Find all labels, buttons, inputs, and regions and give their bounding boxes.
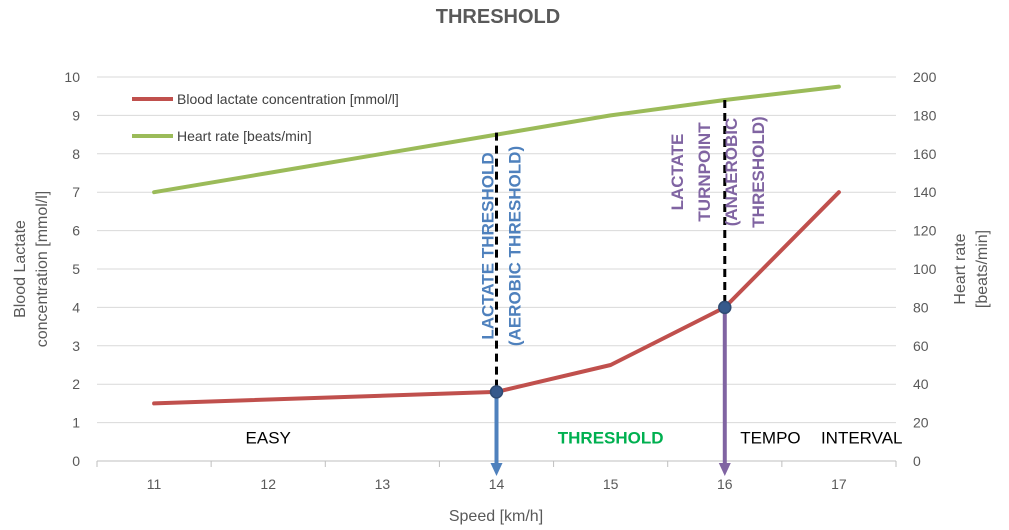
y-right-axis-label: Heart rate [beats/min]	[952, 230, 991, 308]
y-right-tick-140: 140	[913, 184, 937, 200]
x-tick-14: 14	[489, 476, 505, 492]
lactate-threshold-marker	[489, 385, 504, 399]
lactate-threshold-label: LACTATE THRESHOLD (AEROBIC THRESHOLD)	[479, 146, 525, 346]
blood-lactate-point-15	[609, 363, 613, 367]
y-right-tick-180: 180	[913, 107, 937, 123]
threshold-markers: LACTATE THRESHOLD (AEROBIC THRESHOLD) LACT…	[479, 100, 768, 476]
y-left-tick-8: 8	[72, 146, 80, 162]
y-right-tick-20: 20	[913, 415, 929, 431]
zone-label-easy: EASY	[246, 429, 291, 448]
y-axis-right: 0 20 40 60 80 100 120 140 160 180 200 Heart rate [be…	[913, 69, 991, 469]
lactate-threshold-arrow-head	[490, 463, 503, 476]
lactate-turnpoint-label: LACTATE TURNPOINT (ANAEROBIC THRESHOLD)	[668, 116, 768, 227]
legend-label-blood-lactate: Blood lactate concentration [mmol/l]	[177, 91, 399, 107]
lactate-turnpoint-marker	[718, 300, 732, 315]
heart-rate-point-12	[266, 171, 270, 175]
y-left-axis-label-line-1: Blood Lactate	[12, 220, 29, 318]
lactate-threshold-label-line-1: LACTATE THRESHOLD	[479, 152, 498, 339]
blood-lactate-point-11	[152, 401, 156, 405]
heart-rate-point-17	[837, 85, 841, 89]
zone-label-interval: INTERVAL	[821, 429, 903, 448]
heart-rate-point-11	[152, 190, 156, 194]
chart-title: THRESHOLD	[436, 6, 560, 28]
x-tick-13: 13	[375, 476, 391, 492]
y-right-axis-label-line-1: Heart rate	[952, 233, 969, 304]
y-left-tick-6: 6	[72, 223, 80, 239]
y-left-tick-7: 7	[72, 184, 80, 200]
y-left-tick-0: 0	[72, 453, 80, 469]
lactate-turnpoint-label-line-4: THRESHOLD)	[749, 116, 768, 227]
y-left-tick-4: 4	[72, 299, 80, 315]
x-axis: 11 12 13 14 15 16 17	[96, 460, 897, 492]
lactate-turnpoint-label-line-2: TURNPOINT	[695, 122, 714, 222]
y-right-tick-0: 0	[913, 453, 921, 469]
lactate-turnpoint-arrow-head	[718, 463, 731, 476]
y-axis-left: 0 1 2 3 4 5 6 7 8 9 10 Blood Lactate concentration […	[12, 69, 80, 469]
lactate-turnpoint-label-line-3: (ANAEROBIC	[722, 118, 741, 227]
lactate-turnpoint-label-line-1: LACTATE	[668, 134, 687, 211]
x-tick-12: 12	[260, 476, 276, 492]
y-right-tick-160: 160	[913, 146, 937, 162]
y-left-axis-label-line-2: concentration [mmol/l]	[34, 191, 51, 348]
legend-label-heart-rate: Heart rate [beats/min]	[177, 128, 312, 144]
y-left-tick-9: 9	[72, 107, 80, 123]
x-tick-16: 16	[717, 476, 733, 492]
heart-rate-point-13	[380, 152, 384, 156]
x-tick-15: 15	[603, 476, 619, 492]
y-left-tick-2: 2	[72, 376, 80, 392]
y-right-tick-40: 40	[913, 376, 929, 392]
zone-labels: EASY THRESHOLD TEMPO INTERVAL	[246, 429, 903, 448]
y-left-tick-3: 3	[72, 338, 80, 354]
y-left-axis-label: Blood Lactate concentration [mmol/l]	[12, 191, 51, 348]
zone-label-threshold: THRESHOLD	[558, 429, 664, 448]
y-left-tick-5: 5	[72, 261, 80, 277]
blood-lactate-point-17	[837, 190, 841, 194]
y-right-tick-80: 80	[913, 299, 929, 315]
y-right-tick-60: 60	[913, 338, 929, 354]
x-tick-11: 11	[147, 476, 162, 492]
x-axis-label: Speed [km/h]	[449, 508, 543, 525]
y-right-tick-200: 200	[913, 69, 937, 85]
y-right-tick-100: 100	[913, 261, 937, 277]
y-left-tick-10: 10	[64, 69, 80, 85]
y-right-axis-label-line-2: [beats/min]	[974, 230, 991, 308]
heart-rate-point-15	[609, 113, 613, 117]
legend: Blood lactate concentration [mmol/l] Hear…	[132, 91, 399, 144]
y-right-tick-120: 120	[913, 223, 937, 239]
lactate-threshold-label-line-2: (AEROBIC THRESHOLD)	[506, 146, 525, 346]
zone-label-tempo: TEMPO	[740, 429, 800, 448]
blood-lactate-line	[152, 190, 841, 406]
x-tick-17: 17	[831, 476, 847, 492]
y-left-tick-1: 1	[72, 415, 80, 431]
